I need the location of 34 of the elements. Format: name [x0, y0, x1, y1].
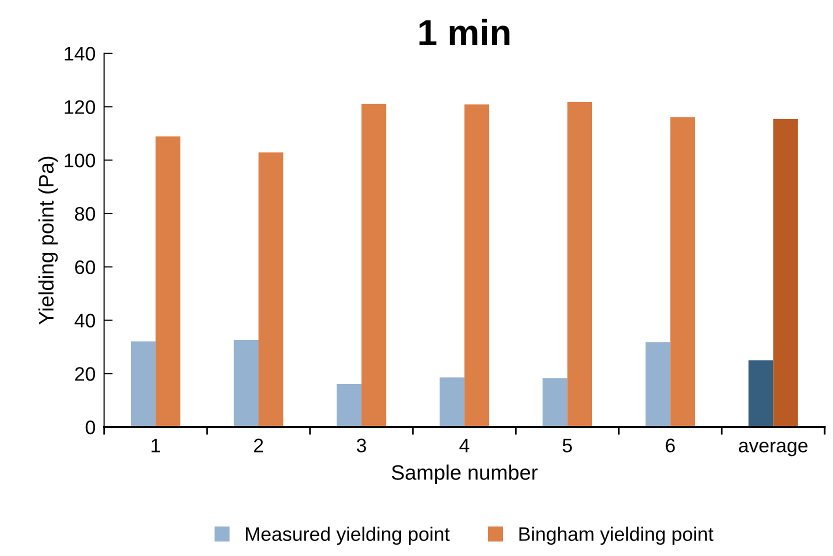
y-tick-label: 120	[64, 100, 96, 114]
bar	[748, 360, 774, 428]
bar	[542, 378, 568, 428]
x-axis-title: Sample number	[392, 464, 538, 484]
x-tick-label: 5	[562, 438, 572, 452]
y-axis-title: Yielding point (Pa)	[38, 156, 58, 324]
x-tick-label: 4	[459, 438, 470, 452]
x-tick-label: 1	[152, 438, 160, 452]
y-tick-label: 20	[75, 367, 96, 381]
bar	[258, 152, 284, 428]
bar	[361, 104, 386, 428]
x-tick-label: average	[738, 442, 808, 456]
bar	[156, 136, 180, 428]
chart-title: 1 min	[420, 18, 510, 46]
x-tick-label: 6	[666, 438, 675, 452]
bar	[464, 104, 490, 428]
y-tick-label: 0	[86, 420, 96, 434]
legend-label: Measured yielding point	[246, 526, 450, 545]
y-tick-label: 40	[74, 314, 96, 328]
bar	[646, 342, 670, 428]
x-tick-label: 2	[254, 438, 263, 452]
bar	[440, 377, 464, 428]
bar	[567, 102, 592, 428]
y-tick-label: 100	[64, 154, 96, 168]
bar	[670, 117, 695, 428]
y-tick-label: 140	[64, 46, 96, 61]
legend-label: Bingham yielding point	[519, 526, 714, 545]
x-tick-label: 3	[356, 438, 366, 452]
y-tick-label: 60	[75, 260, 96, 274]
bar	[130, 341, 156, 428]
bar	[336, 384, 362, 428]
bar	[234, 340, 259, 428]
bar	[773, 119, 798, 428]
y-tick-label: 80	[75, 206, 96, 221]
